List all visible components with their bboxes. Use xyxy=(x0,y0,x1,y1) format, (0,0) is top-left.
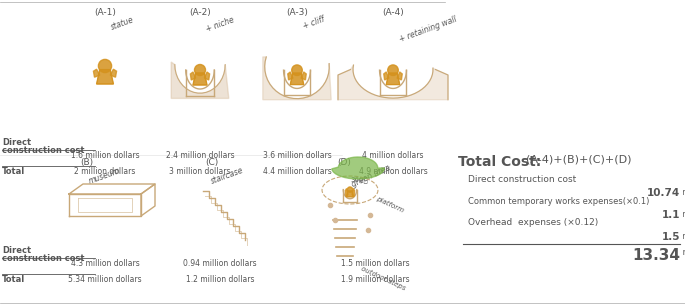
Text: outdoor steps: outdoor steps xyxy=(360,265,406,291)
Polygon shape xyxy=(288,72,292,80)
Polygon shape xyxy=(290,73,303,84)
Text: 1.5 million dollars: 1.5 million dollars xyxy=(340,259,410,268)
Polygon shape xyxy=(193,73,207,85)
Text: 3.6 million dollars: 3.6 million dollars xyxy=(262,151,332,160)
Text: construction cost: construction cost xyxy=(2,146,84,155)
Text: (A-4)+(B)+(C)+(D): (A-4)+(B)+(C)+(D) xyxy=(526,155,632,165)
Circle shape xyxy=(292,65,302,75)
Polygon shape xyxy=(384,72,389,80)
Text: Direct: Direct xyxy=(2,138,31,147)
Text: (C): (C) xyxy=(205,158,219,167)
Polygon shape xyxy=(301,72,306,80)
Polygon shape xyxy=(110,69,116,77)
Polygon shape xyxy=(332,157,384,179)
Polygon shape xyxy=(97,70,114,84)
Text: 4 million dollars: 4 million dollars xyxy=(362,151,424,160)
Text: (A-3): (A-3) xyxy=(286,8,308,17)
Text: 2 million dollars: 2 million dollars xyxy=(74,167,136,176)
Polygon shape xyxy=(352,188,355,196)
Text: million dollars: million dollars xyxy=(680,210,685,219)
Text: (D): (D) xyxy=(337,158,351,167)
Text: staircase: staircase xyxy=(210,166,245,186)
Text: + niche: + niche xyxy=(205,15,236,34)
Text: million dollars: million dollars xyxy=(680,188,685,197)
Text: statue: statue xyxy=(110,15,136,32)
Text: 1.5: 1.5 xyxy=(662,232,680,242)
Text: Direct: Direct xyxy=(2,246,31,255)
Text: 1.1: 1.1 xyxy=(662,210,680,220)
Text: Common temporary works expenses(×0.1): Common temporary works expenses(×0.1) xyxy=(468,197,649,206)
Circle shape xyxy=(99,59,112,73)
Text: 5.34 million dollars: 5.34 million dollars xyxy=(68,275,142,284)
Text: 4.4 million dollars: 4.4 million dollars xyxy=(262,167,332,176)
Text: (A-2): (A-2) xyxy=(189,8,211,17)
Polygon shape xyxy=(171,62,229,99)
Polygon shape xyxy=(338,65,448,100)
Text: 1.2 million dollars: 1.2 million dollars xyxy=(186,275,254,284)
Text: museum: museum xyxy=(87,166,121,186)
Circle shape xyxy=(195,64,206,76)
Text: 0.94 million dollars: 0.94 million dollars xyxy=(183,259,257,268)
Text: 4.9 million dollars: 4.9 million dollars xyxy=(359,167,427,176)
Text: million dollars: million dollars xyxy=(680,248,685,257)
Text: Overhead  expenses (×0.12): Overhead expenses (×0.12) xyxy=(468,218,598,227)
Text: Direct construction cost: Direct construction cost xyxy=(468,175,576,184)
Polygon shape xyxy=(347,191,353,197)
Polygon shape xyxy=(204,72,210,80)
Text: 1.6 million dollars: 1.6 million dollars xyxy=(71,151,139,160)
Text: construction cost: construction cost xyxy=(2,254,84,263)
Text: 13.34: 13.34 xyxy=(632,248,680,263)
Text: green area: green area xyxy=(350,163,392,189)
Text: Total: Total xyxy=(2,275,25,284)
Text: (B): (B) xyxy=(80,158,93,167)
Text: + cliff: + cliff xyxy=(302,15,326,31)
Polygon shape xyxy=(190,72,196,80)
Polygon shape xyxy=(386,73,400,84)
Text: Total: Total xyxy=(2,167,25,176)
Polygon shape xyxy=(345,188,348,196)
Text: 1.9 million dollars: 1.9 million dollars xyxy=(340,275,410,284)
Text: 10.74: 10.74 xyxy=(647,188,680,198)
Circle shape xyxy=(388,65,398,75)
Text: 4.3 million dollars: 4.3 million dollars xyxy=(71,259,139,268)
Circle shape xyxy=(347,187,353,192)
Text: 360㎡: 360㎡ xyxy=(350,176,368,183)
Text: (A-1): (A-1) xyxy=(94,8,116,17)
Polygon shape xyxy=(397,72,402,80)
Text: million dollars: million dollars xyxy=(680,232,685,241)
Polygon shape xyxy=(263,57,332,100)
Text: Total Cost:: Total Cost: xyxy=(458,155,541,169)
Text: + retaining wall: + retaining wall xyxy=(398,15,458,44)
Text: (A-4): (A-4) xyxy=(382,8,404,17)
Polygon shape xyxy=(93,69,100,77)
Text: platform: platform xyxy=(375,195,405,213)
Text: 2.4 million dollars: 2.4 million dollars xyxy=(166,151,234,160)
Text: 3 million dollars: 3 million dollars xyxy=(169,167,231,176)
